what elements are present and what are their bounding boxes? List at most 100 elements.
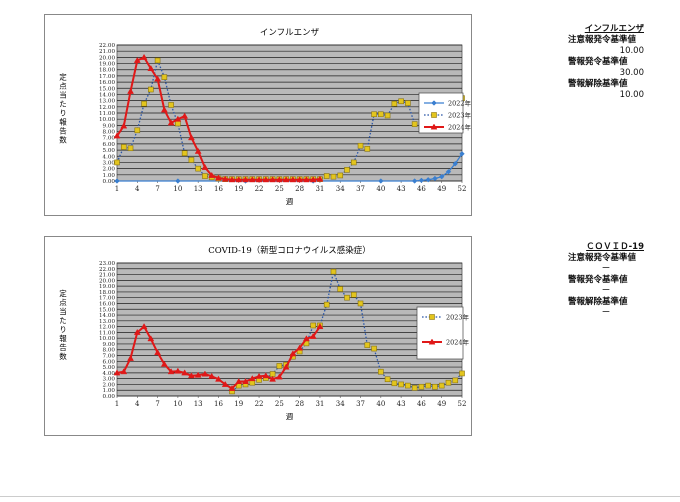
data-point [248,375,256,382]
x-tick-label: 10 [173,185,182,193]
data-point [154,57,161,64]
influenza-caution-value: 10.00 [619,46,644,56]
x-tick-label: 31 [315,185,324,193]
y-tick-label: 11.00 [99,111,115,117]
y-tick-label: 10.00 [99,336,115,342]
data-point [296,344,304,351]
chart-title: インフルエンザ [260,28,320,38]
x-tick-label: 37 [356,185,365,193]
data-point [141,100,147,107]
x-tick-label: 7 [155,400,159,408]
x-tick-label: 7 [155,185,159,193]
data-point [114,159,120,166]
data-point [262,176,270,183]
plot-area [116,262,463,397]
series-1 [113,323,324,391]
data-point [235,176,243,183]
covid-thresholds: ＣＯＶＩＤ-19 注意報発令基準値 ー 警報発令基準値 ー 警報解除基準値 ー [568,242,644,319]
x-tick-label: 40 [376,185,385,193]
data-point [350,292,357,298]
data-point [120,144,127,150]
y-tick-label: 20.00 [99,55,115,61]
data-point [201,163,209,170]
data-point [228,384,236,391]
data-point [160,106,168,113]
data-point [459,151,465,157]
data-point [418,383,425,390]
y-tick-label: 18.00 [99,68,115,74]
covid-caution-label: 注意報発令基準値 [568,253,637,263]
y-tick-label: 4.00 [103,371,116,377]
data-point [431,112,437,118]
x-tick-label: 1 [115,400,119,408]
y-tick-label: 15.00 [99,307,115,313]
data-point [181,369,189,376]
data-point [309,332,317,339]
influenza-chart-panel: インフルエンザ 0.00 1.00 2.00 3.00 4.00 5.00 6.00 7.00 8… [44,14,472,216]
data-point [208,171,216,178]
data-point [411,178,418,184]
y-tick-label: 5.00 [103,365,116,371]
data-point [411,385,418,391]
data-point [350,159,357,166]
data-point [445,168,452,175]
y-tick-label: 13.00 [99,99,115,105]
y-tick-label: 9.00 [103,342,116,348]
x-tick-label: 13 [194,400,203,408]
x-tick-label: 19 [234,400,243,408]
data-point [391,380,398,387]
data-point [378,111,384,118]
y-tick-label: 16.00 [99,301,115,307]
x-tick-label: 13 [194,185,203,193]
y-tick-label: 19.00 [99,62,115,68]
data-point [195,165,201,172]
covid-release-label: 警報解除基準値 [568,297,628,307]
data-point [429,314,435,320]
data-point [316,175,324,182]
covid-chart-panel: COVID-19（新型コロナウイルス感染症） 0.00 1.00 2.00 3.00 4.… [44,236,472,436]
data-point [194,147,202,154]
x-tick-label: 25 [275,400,284,408]
x-tick-label: 4 [135,400,140,408]
influenza-warning-label: 警報発令基準値 [568,57,628,67]
data-point [188,157,195,163]
x-tick-label: 16 [214,185,223,193]
y-tick-label: 22.00 [99,43,115,49]
x-tick-label: 49 [437,400,446,408]
data-point [378,368,384,375]
y-tick-label: 22.00 [99,267,115,273]
data-point [221,380,229,387]
x-tick-label: 25 [275,185,284,193]
data-point [330,173,337,180]
data-point [398,98,404,105]
y-tick-label: 9.00 [103,123,116,129]
data-point [181,112,189,119]
data-point [202,173,208,179]
page-divider [0,496,680,497]
y-tick-label: 5.00 [103,148,116,154]
y-axis-label: 定点当たり報告数 [58,288,67,361]
data-point [316,323,324,330]
data-point [428,338,436,345]
data-point [147,64,155,71]
data-point [167,368,175,375]
data-point [302,176,310,183]
y-tick-label: 7.00 [103,354,116,360]
data-point [133,56,141,63]
data-point [174,367,182,374]
influenza-warning-value: 30.00 [619,68,644,78]
data-point [357,300,364,307]
y-tick-label: 11.00 [99,330,115,336]
x-axis-label: 週 [286,412,294,421]
data-point [148,86,154,93]
data-point [134,127,141,134]
data-point [398,381,404,388]
y-tick-label: 6.00 [103,359,116,365]
data-point [452,160,458,167]
legend-label: 2024年 [448,123,471,132]
data-point [309,176,317,183]
y-tick-label: 17.00 [99,74,115,80]
data-point [174,115,182,122]
data-point [187,134,195,141]
y-tick-label: 23.00 [99,261,115,267]
